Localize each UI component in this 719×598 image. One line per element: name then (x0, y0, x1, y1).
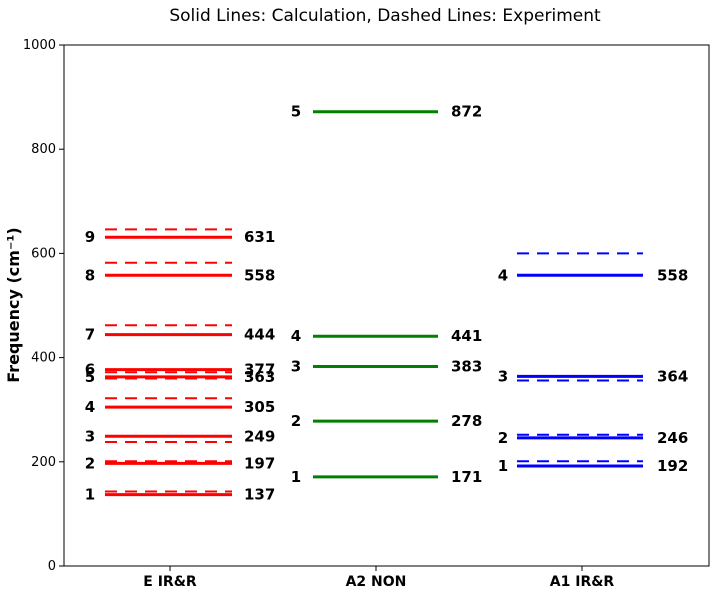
y-axis-label: Frequency (cm⁻¹) (4, 227, 23, 382)
level-value-label: 171 (451, 468, 482, 486)
level-value-label: 558 (657, 266, 688, 284)
level-value-label: 441 (451, 327, 482, 345)
level-value-label: 192 (657, 457, 688, 475)
level-index-label: 4 (85, 398, 95, 416)
level-index-label: 3 (85, 427, 95, 445)
level-value-label: 872 (451, 103, 482, 121)
levels: 1 137 2 197 3 249 4 305 5 363 6 377 7 444 8 558 9 631 1 171… (85, 103, 689, 504)
level-index-label: 2 (291, 412, 301, 430)
level-index-label: 1 (291, 468, 301, 486)
y-tick-label: 800 (31, 142, 56, 157)
chart-title: Solid Lines: Calculation, Dashed Lines: … (169, 6, 601, 26)
level-value-label: 383 (451, 357, 482, 375)
level-index-label: 2 (85, 454, 95, 472)
category-label: A1 IR&R (550, 574, 615, 590)
level-index-label: 9 (85, 228, 95, 246)
level-index-label: 2 (498, 429, 508, 447)
level-index-label: 8 (85, 266, 95, 284)
plot-frame (63, 44, 710, 567)
level-value-label: 197 (244, 454, 275, 472)
level-value-label: 137 (244, 486, 275, 504)
y-axis: 0 200 400 600 800 1000 (23, 38, 64, 574)
level-index-label: 5 (85, 368, 95, 386)
category-label: E IR&R (143, 574, 197, 590)
level-index-label: 5 (291, 103, 301, 121)
level-value-label: 631 (244, 228, 275, 246)
level-value-label: 278 (451, 412, 482, 430)
level-index-label: 4 (498, 266, 508, 284)
level-index-label: 1 (498, 457, 508, 475)
x-axis: E IR&R A2 NON A1 IR&R (143, 566, 614, 590)
y-tick-label: 1000 (23, 38, 56, 53)
level-value-label: 444 (244, 326, 275, 344)
y-tick-label: 600 (31, 246, 56, 261)
level-value-label: 305 (244, 398, 275, 416)
y-tick-label: 200 (31, 455, 56, 470)
y-tick-label: 0 (48, 559, 56, 574)
level-value-label: 249 (244, 427, 275, 445)
level-value-label: 363 (244, 368, 275, 386)
y-tick-label: 400 (31, 351, 56, 366)
level-index-label: 3 (291, 357, 301, 375)
category-label: A2 NON (346, 574, 407, 590)
level-value-label: 558 (244, 266, 275, 284)
level-index-label: 3 (498, 367, 508, 385)
level-index-label: 1 (85, 486, 95, 504)
level-value-label: 377 (244, 361, 275, 379)
level-index-label: 7 (85, 326, 95, 344)
level-index-label: 6 (85, 361, 95, 379)
level-index-label: 4 (291, 327, 301, 345)
level-value-label: 246 (657, 429, 688, 447)
level-value-label: 364 (657, 367, 688, 385)
